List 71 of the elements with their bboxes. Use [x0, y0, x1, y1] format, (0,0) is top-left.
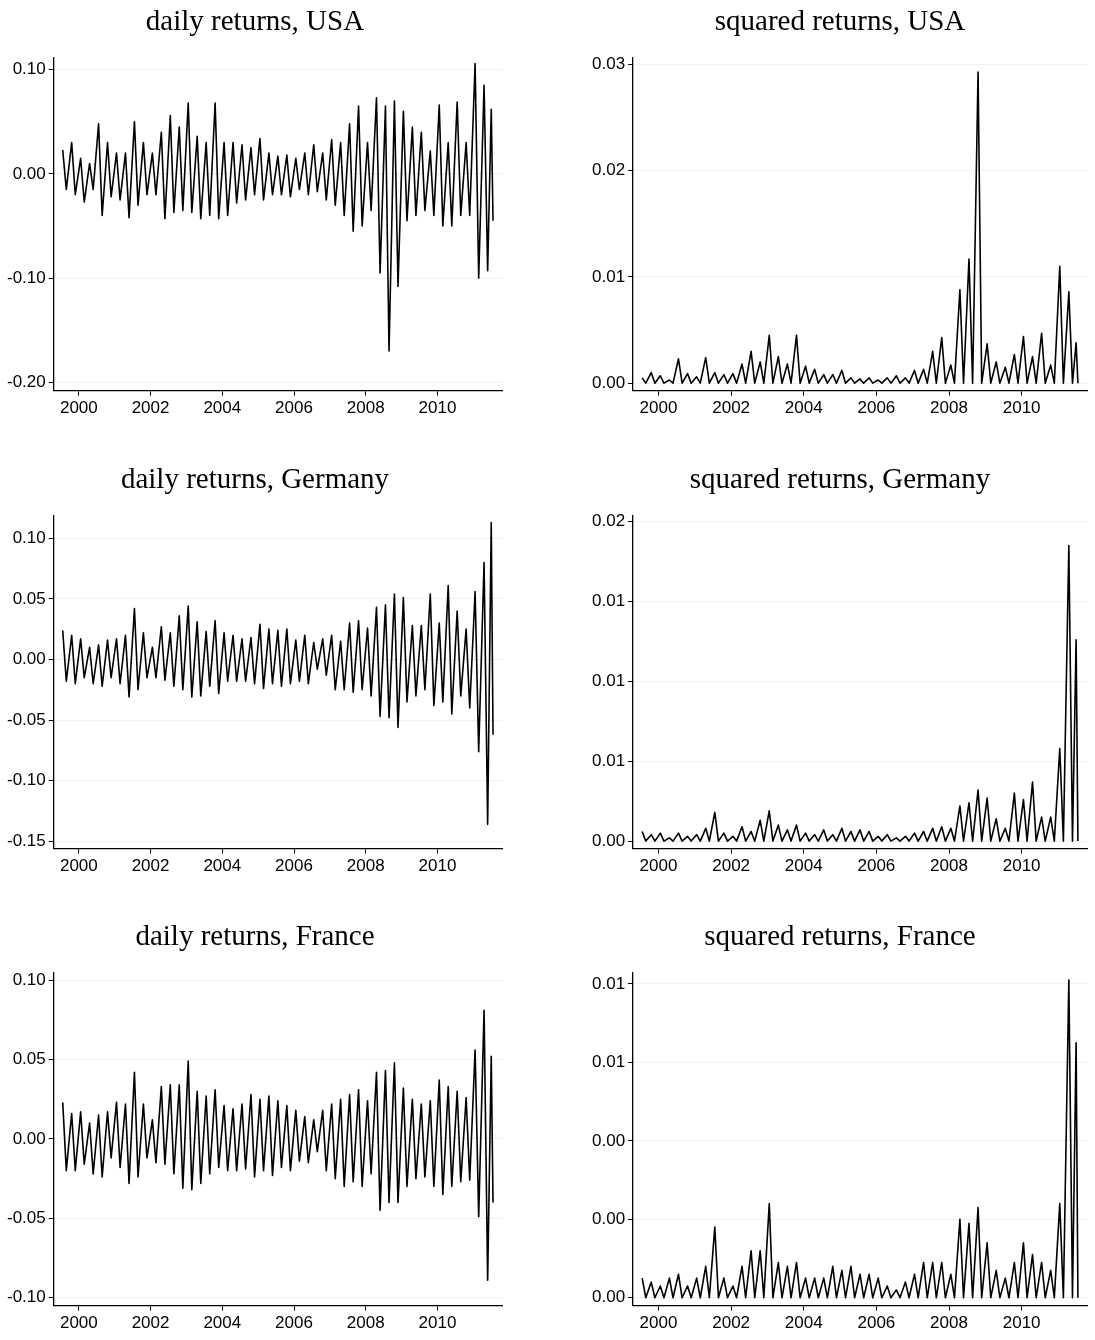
y-tick-label: 0.02 — [591, 160, 626, 180]
x-tick-label: 2004 — [203, 856, 242, 876]
x-tick-label: 2006 — [275, 1313, 313, 1333]
y-tick-label: 0.01 — [591, 1052, 626, 1072]
x-tick-label: 2008 — [930, 1313, 968, 1333]
y-tick-label: 0.00 — [591, 1209, 626, 1228]
y-tick-label: -0.10 — [7, 267, 46, 287]
x-tick-label: 2008 — [346, 856, 385, 876]
y-tick-label: 0.00 — [12, 1128, 46, 1148]
chart-title: daily returns, France — [134, 918, 376, 953]
chart-title: squared returns, Germany — [688, 461, 992, 496]
x-tick-label: 2000 — [639, 856, 678, 876]
x-tick-label: 2002 — [131, 398, 170, 418]
x-tick-label: 2004 — [784, 398, 823, 418]
y-tick-label: 0.10 — [12, 527, 46, 547]
chart-title: squared returns, France — [703, 918, 977, 953]
x-tick-label: 2000 — [59, 398, 98, 418]
y-tick-label: 0.05 — [12, 588, 46, 608]
x-tick-label: 2004 — [203, 398, 242, 418]
x-tick-label: 2002 — [712, 856, 751, 876]
y-tick-label: 0.03 — [591, 54, 626, 74]
y-tick-label: 0.01 — [591, 671, 626, 691]
y-tick-label: 0.01 — [591, 973, 626, 993]
y-tick-label: 0.00 — [12, 649, 46, 669]
y-tick-label: 0.01 — [591, 266, 626, 286]
y-tick-label: 0.01 — [591, 591, 626, 611]
y-tick-label: -0.20 — [7, 371, 46, 391]
x-tick-label: 2010 — [1002, 398, 1041, 418]
x-tick-label: 2006 — [275, 856, 313, 876]
y-tick-label: 0.10 — [12, 969, 46, 989]
x-tick-label: 2010 — [1002, 1313, 1041, 1333]
x-tick-label: 2006 — [857, 856, 896, 876]
chart-title: squared returns, USA — [713, 3, 967, 38]
chart-title: daily returns, Germany — [119, 461, 391, 496]
y-tick-label: -0.10 — [7, 1287, 46, 1307]
y-tick-label: -0.05 — [7, 1207, 46, 1227]
y-tick-label: 0.05 — [12, 1049, 46, 1069]
y-tick-label: 0.00 — [12, 163, 46, 183]
y-tick-label: 0.00 — [591, 1130, 626, 1150]
x-tick-label: 2006 — [857, 398, 896, 418]
x-tick-label: 2002 — [712, 398, 751, 418]
x-tick-label: 2000 — [59, 1313, 98, 1333]
y-tick-label: -0.10 — [7, 770, 46, 790]
y-tick-label: 0.02 — [591, 511, 626, 531]
x-tick-label: 2010 — [418, 856, 457, 876]
x-tick-label: 2008 — [930, 398, 968, 418]
y-tick-label: 0.00 — [591, 1287, 626, 1307]
x-tick-label: 2004 — [203, 1313, 242, 1333]
y-tick-label: 0.00 — [591, 372, 626, 392]
x-tick-label: 2004 — [784, 856, 823, 876]
x-tick-label: 2002 — [712, 1313, 751, 1333]
x-tick-label: 2006 — [275, 398, 313, 418]
x-tick-label: 2008 — [930, 856, 968, 876]
x-tick-label: 2000 — [59, 856, 98, 876]
x-tick-label: 2000 — [639, 398, 678, 418]
x-tick-label: 2002 — [131, 1313, 170, 1333]
x-tick-label: 2010 — [418, 1313, 457, 1333]
y-tick-label: -0.15 — [7, 831, 46, 851]
x-tick-label: 2004 — [784, 1313, 823, 1333]
x-tick-label: 2008 — [346, 1313, 385, 1333]
x-tick-label: 2002 — [131, 856, 170, 876]
x-tick-label: 2010 — [1002, 856, 1041, 876]
x-tick-label: 2006 — [857, 1313, 896, 1333]
y-tick-label: -0.05 — [7, 709, 46, 729]
chart-title: daily returns, USA — [144, 3, 366, 38]
x-tick-label: 2000 — [639, 1313, 678, 1333]
x-tick-label: 2010 — [418, 398, 457, 418]
y-tick-label: 0.00 — [591, 830, 626, 850]
y-tick-label: 0.10 — [12, 59, 46, 79]
x-tick-label: 2008 — [346, 398, 385, 418]
y-tick-label: 0.01 — [591, 750, 626, 770]
